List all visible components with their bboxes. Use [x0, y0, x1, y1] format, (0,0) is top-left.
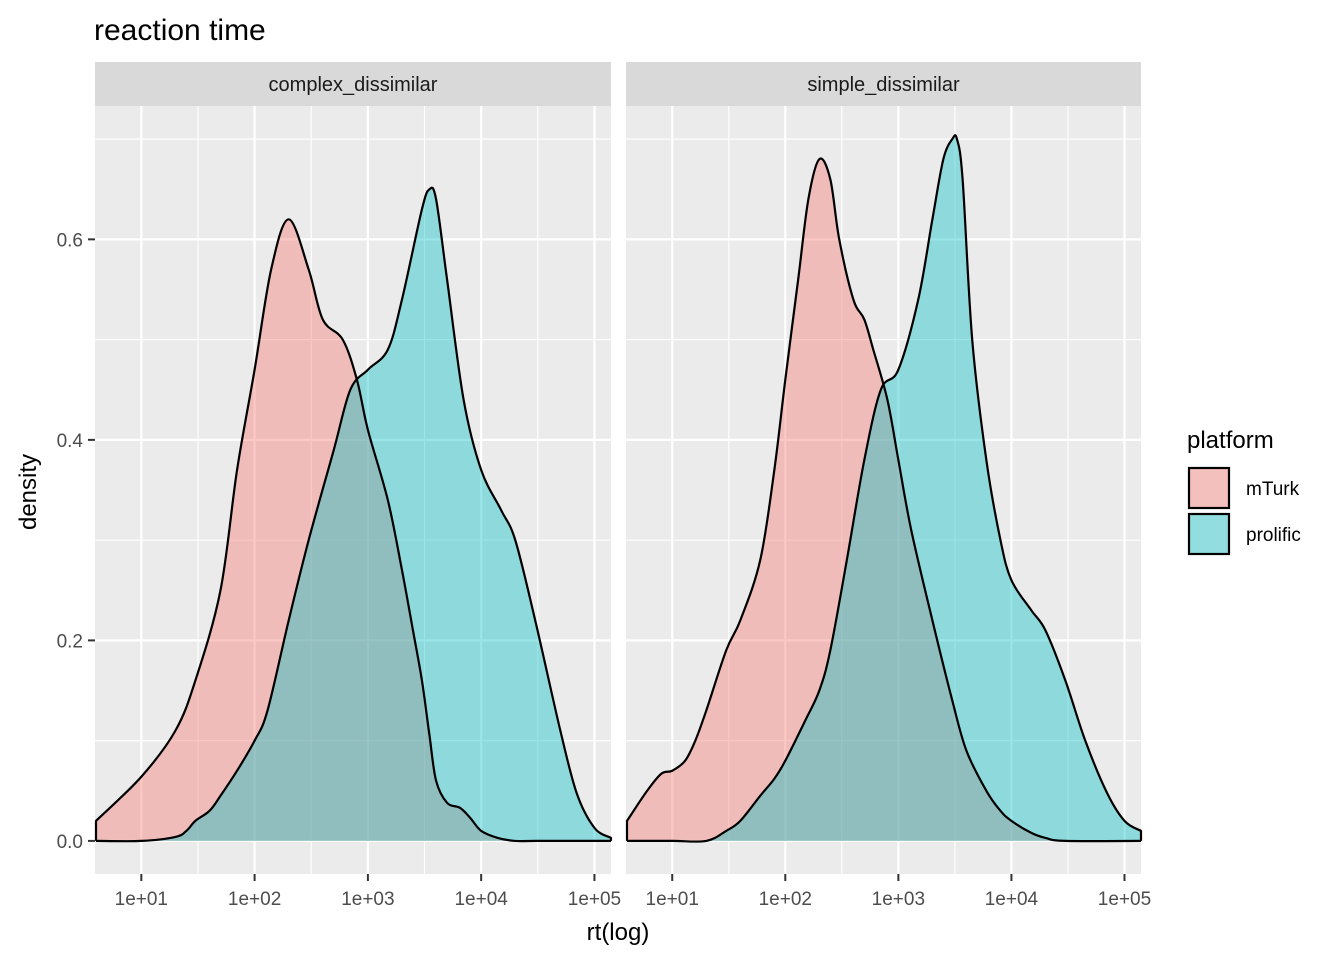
density-line-mTurk: [625, 157, 1142, 843]
y-axis: 0.0 0.2 0.4 0.6: [57, 230, 95, 853]
facet-strip: [95, 62, 611, 106]
x-axis: 1e+01 1e+02 1e+03 1e+04 1e+05: [646, 874, 1151, 910]
panel-background: [626, 106, 1141, 874]
legend-entry-mTurk: mTurk: [1187, 466, 1300, 510]
x-tick-label: 1e+01: [646, 889, 699, 910]
x-axis-title: rt(log): [587, 919, 650, 946]
facet-strip-label: simple_dissimilar: [807, 74, 960, 96]
gridlines: [626, 106, 1141, 874]
y-tick-label: 0.6: [57, 230, 83, 251]
y-tick-label: 0.4: [57, 431, 84, 452]
legend-key-background: [1188, 467, 1230, 509]
x-tick-label: 1e+04: [985, 889, 1039, 910]
x-tick-label: 1e+04: [454, 889, 508, 910]
density-area-mTurk: [96, 219, 611, 842]
x-tick-label: 1e+05: [1098, 889, 1151, 910]
y-tick-label: 0.0: [57, 832, 83, 853]
legend-swatch-mTurk: [1187, 466, 1231, 510]
facet-strip-label: complex_dissimilar: [269, 74, 438, 96]
legend-entry-prolific: prolific: [1187, 512, 1301, 556]
density-line-prolific: [626, 134, 1143, 843]
legend: platform mTurk prolific: [1187, 427, 1301, 556]
density-area-prolific: [627, 135, 1141, 842]
x-tick-label: 1e+05: [568, 889, 621, 910]
x-axis: 1e+01 1e+02 1e+03 1e+04 1e+05: [115, 874, 621, 910]
panel-background: [95, 106, 611, 874]
density-area-prolific: [96, 187, 611, 842]
chart-title: reaction time: [94, 14, 266, 47]
density-line-mTurk: [94, 218, 611, 843]
legend-label: prolific: [1246, 525, 1301, 546]
x-tick-label: 1e+03: [341, 889, 394, 910]
facet-strip: [626, 62, 1141, 106]
x-tick-label: 1e+02: [759, 889, 812, 910]
legend-label: mTurk: [1246, 479, 1300, 500]
x-tick-label: 1e+02: [228, 889, 281, 910]
y-axis-title: density: [15, 454, 42, 530]
gridlines: [95, 106, 611, 874]
legend-title: platform: [1187, 427, 1274, 454]
x-tick-label: 1e+03: [872, 889, 925, 910]
density-line-prolific: [95, 186, 613, 843]
y-tick-label: 0.2: [57, 631, 83, 652]
legend-swatch-prolific: [1187, 512, 1231, 556]
density-area-mTurk: [627, 158, 1141, 842]
legend-key-background: [1188, 513, 1230, 555]
x-tick-label: 1e+01: [115, 889, 168, 910]
